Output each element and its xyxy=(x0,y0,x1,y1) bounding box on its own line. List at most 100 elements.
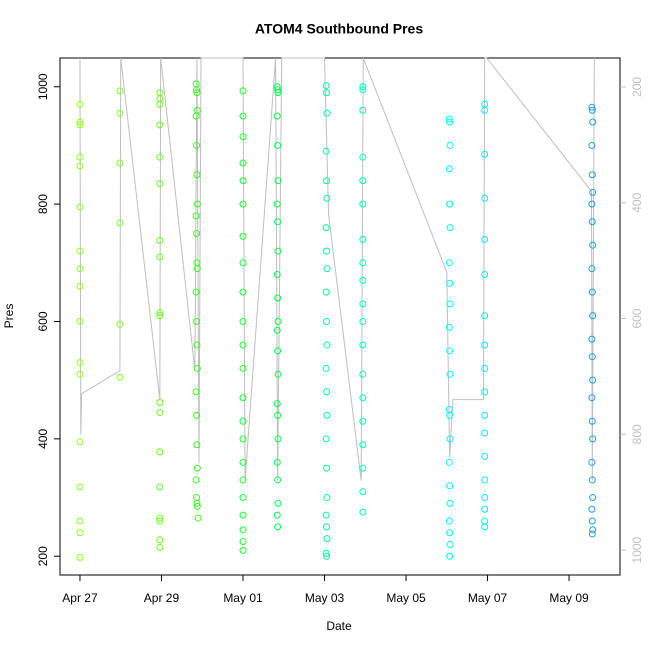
point xyxy=(322,147,330,155)
point xyxy=(589,494,597,502)
point xyxy=(156,100,164,108)
point xyxy=(588,530,596,538)
point xyxy=(446,499,454,507)
point xyxy=(446,141,454,149)
point xyxy=(76,370,84,378)
point xyxy=(193,364,201,372)
point xyxy=(156,448,164,456)
point xyxy=(481,106,489,114)
point xyxy=(588,335,596,343)
point xyxy=(359,488,367,496)
point xyxy=(588,394,596,402)
point xyxy=(156,536,164,544)
point xyxy=(359,106,367,114)
point xyxy=(359,417,367,425)
point xyxy=(156,517,164,525)
point xyxy=(156,312,164,320)
point xyxy=(589,118,597,126)
point xyxy=(274,523,282,531)
point xyxy=(588,517,596,525)
point xyxy=(192,388,200,396)
x-tick-label: May 03 xyxy=(305,591,345,605)
point xyxy=(239,494,247,502)
point xyxy=(76,282,84,290)
plot-frame xyxy=(59,57,621,576)
point xyxy=(322,511,330,519)
point xyxy=(589,241,597,249)
point xyxy=(323,109,331,117)
point xyxy=(589,435,597,443)
point xyxy=(273,400,281,408)
y2-tick-label: 600 xyxy=(630,308,644,328)
point xyxy=(156,408,164,416)
point xyxy=(274,435,282,443)
point xyxy=(481,476,489,484)
point xyxy=(239,417,247,425)
point xyxy=(446,279,454,287)
point xyxy=(156,89,164,97)
point xyxy=(193,441,201,449)
point xyxy=(76,483,84,491)
point xyxy=(239,341,247,349)
point xyxy=(193,171,201,179)
point xyxy=(322,364,330,372)
point xyxy=(156,153,164,161)
point xyxy=(445,259,453,267)
chart-title: ATOM4 Southbound Pres xyxy=(255,21,423,37)
point xyxy=(588,476,596,484)
point xyxy=(192,288,200,296)
point xyxy=(239,112,247,120)
point xyxy=(481,517,489,525)
point xyxy=(76,438,84,446)
point xyxy=(274,177,282,185)
point xyxy=(273,112,281,120)
point xyxy=(239,538,247,546)
point xyxy=(323,341,331,349)
point xyxy=(323,523,331,531)
point xyxy=(239,476,247,484)
point xyxy=(359,317,367,325)
y2-tick-label: 200 xyxy=(630,77,644,97)
point xyxy=(76,121,84,129)
point xyxy=(156,309,164,317)
point xyxy=(588,218,596,226)
point xyxy=(274,347,282,355)
point xyxy=(76,247,84,255)
point xyxy=(193,89,201,97)
point xyxy=(273,458,281,466)
point xyxy=(239,232,247,240)
point xyxy=(445,323,453,331)
point xyxy=(274,141,282,149)
y-tick-label: 600 xyxy=(36,311,50,331)
point xyxy=(274,476,282,484)
point xyxy=(156,237,164,245)
point xyxy=(76,203,84,211)
point xyxy=(446,482,454,490)
point xyxy=(323,317,331,325)
point xyxy=(481,194,489,202)
point xyxy=(323,247,331,255)
point xyxy=(322,82,330,90)
point xyxy=(446,118,454,126)
point xyxy=(116,159,124,167)
point xyxy=(274,411,282,419)
point xyxy=(192,80,200,88)
point xyxy=(481,312,489,320)
point xyxy=(76,153,84,161)
point xyxy=(359,83,367,91)
point xyxy=(323,552,331,560)
point xyxy=(274,86,282,94)
point xyxy=(446,529,454,537)
point xyxy=(446,540,454,548)
point xyxy=(481,235,489,243)
point xyxy=(359,300,367,308)
point xyxy=(588,200,596,208)
point xyxy=(588,458,596,466)
point xyxy=(273,511,281,519)
point xyxy=(588,417,596,425)
x-tick-label: May 05 xyxy=(386,591,426,605)
point xyxy=(588,265,596,273)
x-tick-label: May 09 xyxy=(549,591,589,605)
point xyxy=(445,165,453,173)
y2-tick-label: 1000 xyxy=(630,536,644,563)
